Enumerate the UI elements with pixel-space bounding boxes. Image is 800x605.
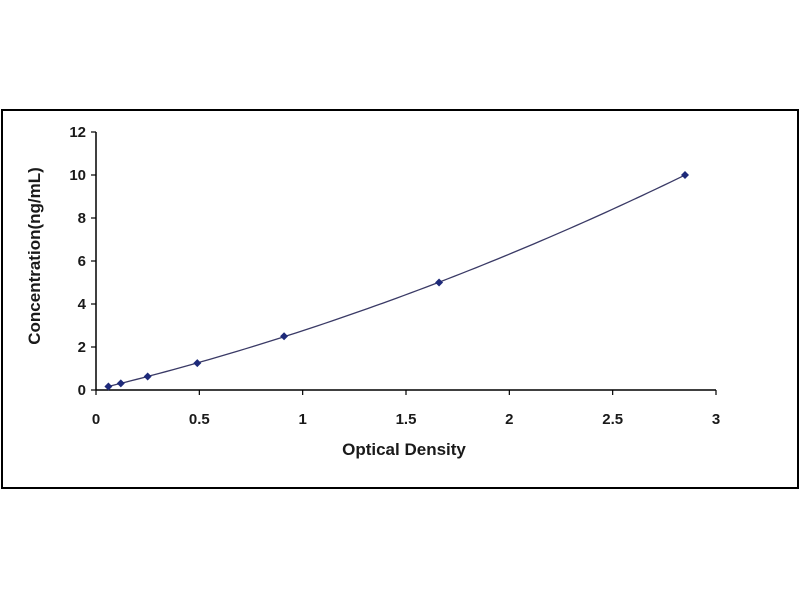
y-tick-label: 4: [78, 296, 87, 313]
y-tick-label: 12: [69, 124, 86, 141]
data-point-marker: [193, 359, 202, 368]
x-axis-title: Optical Density: [342, 440, 466, 459]
y-axis-title: Concentration(ng/mL): [25, 167, 44, 345]
y-tick-label: 10: [69, 167, 86, 184]
fit-curve-group: [108, 174, 686, 388]
x-tick-label: 1.5: [396, 411, 417, 428]
x-tick-label: 0.5: [189, 411, 210, 428]
x-ticks: 0 0.5 1 1.5 2 2.5 3: [92, 390, 720, 428]
x-tick-label: 2.5: [602, 411, 623, 428]
x-tick-label: 1: [298, 411, 306, 428]
data-point-marker: [143, 372, 152, 381]
x-tick-label: 3: [712, 411, 720, 428]
data-point-marker: [104, 382, 113, 391]
y-ticks: 0 2 4 6 8 10 12: [69, 124, 96, 399]
data-points: [104, 171, 689, 391]
chart-frame: [1, 109, 799, 489]
x-tick-label: 2: [505, 411, 513, 428]
y-tick-label: 2: [78, 339, 86, 356]
data-point-marker: [435, 278, 444, 287]
data-point-marker: [116, 379, 125, 388]
data-point-marker: [681, 171, 689, 179]
data-point-marker: [280, 332, 289, 341]
y-tick-label: 8: [78, 210, 86, 227]
x-tick-label: 0: [92, 411, 100, 428]
fit-curve-line: [108, 174, 686, 388]
y-tick-label: 0: [78, 382, 86, 399]
y-tick-label: 6: [78, 253, 86, 270]
